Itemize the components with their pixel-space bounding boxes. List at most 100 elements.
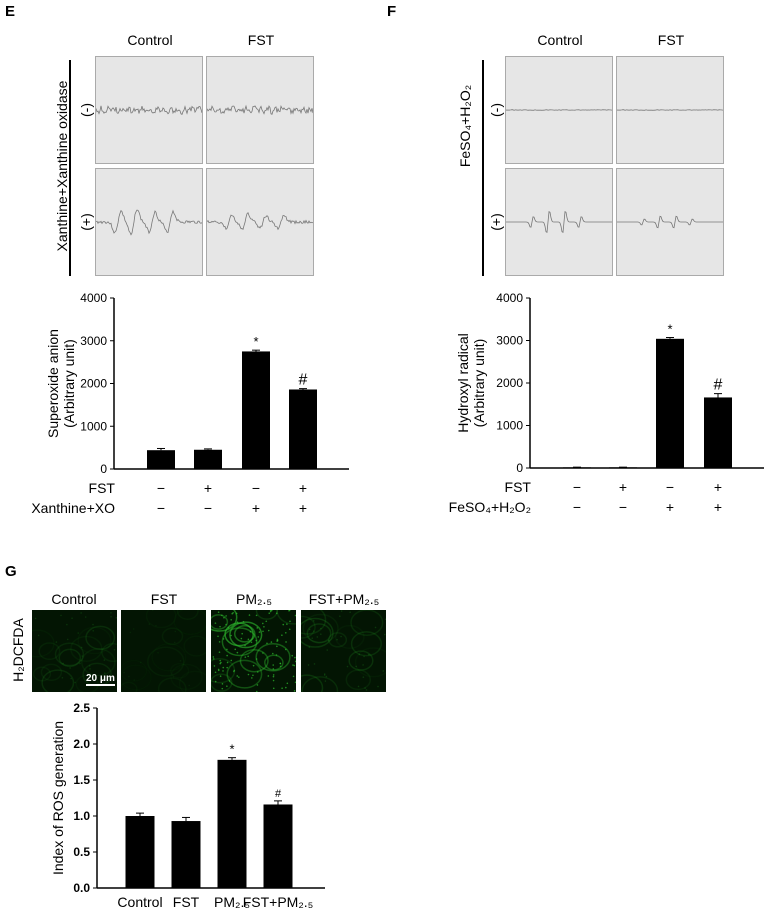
fluorescent-spot [279,665,282,668]
fluorescent-spot [230,634,232,637]
esr-trace [506,211,612,233]
fluorescent-spot [284,631,287,634]
cell-outline [224,622,254,647]
condition-sign: − [252,480,260,496]
fluorescent-spot [346,665,349,668]
cell-outline [40,663,63,681]
fluorescent-spot [349,611,351,613]
cell-outline [229,621,263,649]
fluorescent-spot [252,674,254,677]
fluorescent-spot [110,612,112,614]
fluorescent-spot [286,682,289,685]
bar [563,467,591,469]
superoxide-bar-chart: 0 1000 2000 3000 4000 Superoxide anion (Arbitr… [31,291,349,516]
fluorescent-spot [364,687,366,689]
fluorescent-spot [357,685,360,688]
fluorescent-spot [269,610,272,611]
significance-hash: # [275,788,282,800]
x-tick-label: Control [117,894,162,910]
cell-outline [101,643,117,663]
bar [704,397,732,468]
fluorescent-spot [66,638,69,641]
fluorescent-spot [285,641,287,643]
cell-outline [334,624,365,649]
fluorescent-spot [219,625,221,628]
fluorescent-spot [289,620,291,623]
cell-outline [302,613,339,643]
fluorescent-spot [284,648,287,651]
y-tick-label: 1.5 [73,773,90,787]
fluorescent-spot [79,662,81,665]
condition-sign: − [204,500,212,516]
fluorescent-spot [188,684,190,687]
fluorescent-spot [222,638,225,640]
cell-outline [183,635,206,657]
fluorescent-spot [151,610,154,611]
fluorescent-spot [285,686,287,689]
fluorescent-spot [226,666,228,669]
cell-outline [211,610,238,632]
fluorescent-spot [113,648,116,651]
panel-label-f: F [387,3,397,20]
fluorescent-spot [89,668,91,670]
fluorescent-spot [129,631,132,634]
fluorescent-spot [226,685,228,687]
fluorescent-spot [272,687,275,690]
significance-star: * [667,322,672,337]
fluorescent-spot [219,662,222,665]
fluorescent-spot [103,672,106,674]
fluorescent-spot [293,664,296,667]
esr-spectrum-control-plus [505,168,613,276]
fluorescent-spot [272,652,274,655]
fluorescent-spot [294,614,296,617]
condition-sign: + [252,500,260,516]
fluorescent-spot [320,633,322,635]
fluorescent-spot [62,662,64,665]
cell-outline [350,610,384,636]
cell-outline [239,648,269,673]
cell-outline [354,647,386,678]
fluorescent-spot [248,614,251,616]
fluorescent-spot [383,633,386,636]
condition-sign: − [666,479,674,495]
fluorescent-spot [213,665,216,667]
fluorescent-spot [275,612,278,615]
significance-star: * [229,742,234,757]
condition-sign: − [573,479,581,495]
condition-sign: + [204,480,212,496]
fluorescent-spot [249,630,252,633]
fluorescent-spot [247,638,250,641]
fluorescent-spot [155,624,157,627]
fluorescent-spot [267,675,270,677]
fluorescent-spot [256,627,259,629]
row-label-plus: (+) [78,213,94,231]
cell-outline [211,673,233,692]
row-label-minus: (-) [78,103,94,117]
ros-bar-chart: 0.0 0.5 1.0 1.5 2.0 2.5 Index of ROS generatio… [50,701,325,910]
bar [217,759,247,888]
fluorescent-spot [292,675,295,678]
y-axis-label: Hydroxyl radical [455,333,471,433]
fluorescent-spot [247,655,249,658]
esr-spectrum-control-plus [95,168,203,276]
fluorescent-spot [340,610,343,612]
row-label-minus: (-) [488,103,504,117]
fluorescent-spot [308,646,311,648]
fluorescent-spot [339,615,341,618]
fluorescent-spot [225,623,227,626]
fluorescent-spot [214,680,217,683]
fluorescent-spot [355,665,357,668]
fluorescent-spot [232,612,234,614]
cell-outline [41,669,75,692]
fluorescent-spot [276,638,279,641]
row-label-plus: (+) [488,213,504,231]
fluorescent-spot [282,623,285,626]
condition-sign: + [714,479,722,495]
fluorescent-spot [316,636,319,638]
fluorescence-image-fst [121,610,206,692]
fluorescent-spot [258,631,261,633]
fluorescent-spot [362,676,365,678]
fluorescent-spot [236,621,239,624]
esr-trace [506,109,612,111]
scale-bar: 20 μm [86,673,115,686]
